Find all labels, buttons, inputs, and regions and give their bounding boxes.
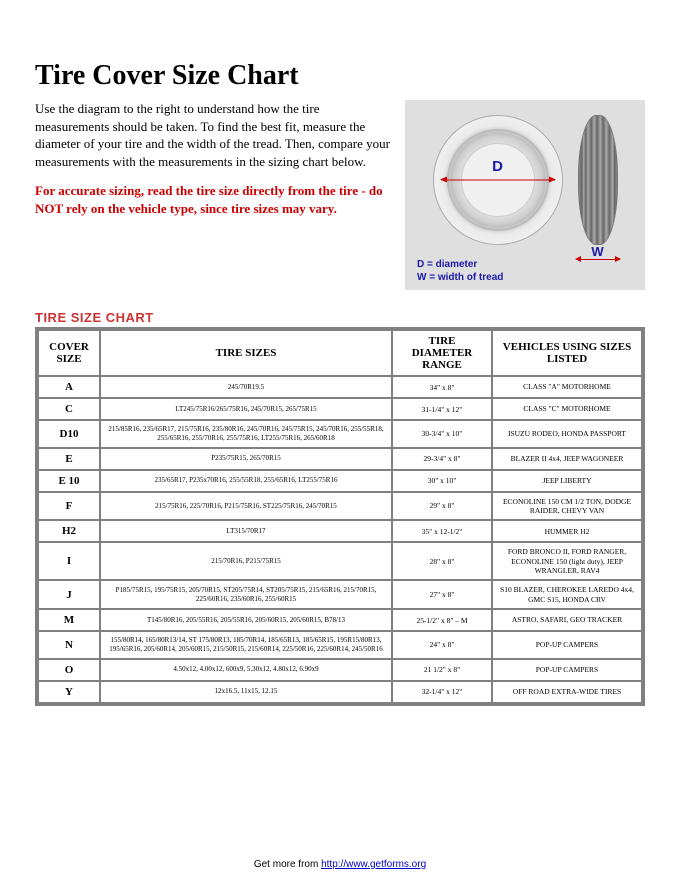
cell-cover-size: F [38,492,100,521]
table-row: F215/75R16, 225/70R16, P215/75R16, ST225… [38,492,642,521]
tire-diagram: D W D = diameter W = width of tread [405,100,645,290]
cell-vehicles: CLASS "C" MOTORHOME [492,398,642,420]
cell-tire-sizes: P185/75R15, 195/75R15, 205/70R15, ST205/… [100,580,392,609]
cell-diameter-range: 21 1/2" x 8" [392,659,492,681]
cell-tire-sizes: P235/75R15, 265/70R15 [100,448,392,470]
table-row: MT145/80R16, 205/55R16, 205/55R16, 205/6… [38,609,642,631]
footer-prefix: Get more from [254,859,321,870]
cell-diameter-range: 29-3/4" x 8" [392,448,492,470]
col-vehicles: VEHICLES USING SIZES LISTED [492,330,642,376]
table-row: H2LT315/70R1735" x 12-1/2"HUMMER H2 [38,520,642,542]
cell-diameter-range: 27" x 8" [392,580,492,609]
col-cover-size: COVER SIZE [38,330,100,376]
page-title: Tire Cover Size Chart [35,60,645,92]
cell-cover-size: M [38,609,100,631]
cell-diameter-range: 35" x 12-1/2" [392,520,492,542]
cell-vehicles: CLASS "A" MOTORHOME [492,376,642,398]
tire-face-icon: D [433,115,563,245]
cell-tire-sizes: 215/75R16, 225/70R16, P215/75R16, ST225/… [100,492,392,521]
cell-vehicles: BLAZER II 4x4, JEEP WAGONEER [492,448,642,470]
intro-text-column: Use the diagram to the right to understa… [35,100,390,290]
table-row: EP235/75R15, 265/70R1529-3/4" x 8"BLAZER… [38,448,642,470]
cell-cover-size: O [38,659,100,681]
cell-tire-sizes: 235/65R17, P235x70R16, 255/55R18, 255/65… [100,470,392,492]
cell-vehicles: FORD BRONCO II, FORD RANGER, ECONOLINE 1… [492,542,642,580]
cell-cover-size: A [38,376,100,398]
cell-cover-size: E [38,448,100,470]
cell-tire-sizes: T145/80R16, 205/55R16, 205/55R16, 205/60… [100,609,392,631]
table-row: N155/80R14, 165/80R13/14, ST 175/80R13, … [38,631,642,659]
cell-vehicles: S10 BLAZER, CHEROKEE LAREDO 4x4, GMC S15… [492,580,642,609]
cell-vehicles: OFF ROAD EXTRA-WIDE TIRES [492,681,642,703]
legend-diameter: D = diameter [417,259,503,272]
diameter-label: D [492,158,503,175]
cell-tire-sizes: LT315/70R17 [100,520,392,542]
cell-diameter-range: 28" x 8" [392,542,492,580]
legend-width: W = width of tread [417,272,503,285]
cell-tire-sizes: 215/85R16, 235/65R17, 215/75R16, 235/80R… [100,420,392,448]
table-row: D10215/85R16, 235/65R17, 215/75R16, 235/… [38,420,642,448]
cell-vehicles: POP-UP CAMPERS [492,631,642,659]
cell-vehicles: POP-UP CAMPERS [492,659,642,681]
cell-diameter-range: 31-1/4" x 12" [392,398,492,420]
chart-heading: TIRE SIZE CHART [35,310,645,325]
cell-tire-sizes: 215/70R16, P215/75R15 [100,542,392,580]
footer: Get more from http://www.getforms.org [0,859,680,870]
diameter-arrow-icon [441,180,555,181]
table-row: E 10235/65R17, P235x70R16, 255/55R18, 25… [38,470,642,492]
table-row: A245/70R19.534" x 8"CLASS "A" MOTORHOME [38,376,642,398]
cell-diameter-range: 24" x 8" [392,631,492,659]
cell-diameter-range: 29" x 8" [392,492,492,521]
col-diameter-range: TIRE DIAMETER RANGE [392,330,492,376]
cell-vehicles: ISUZU RODEO, HONDA PASSPORT [492,420,642,448]
cell-diameter-range: 32-1/4" x 12" [392,681,492,703]
cell-cover-size: J [38,580,100,609]
cell-diameter-range: 30" x 10" [392,470,492,492]
diagram-content: D W [415,110,635,250]
diagram-legend: D = diameter W = width of tread [417,259,503,284]
cell-diameter-range: 30-3/4" x 10" [392,420,492,448]
table-row: I215/70R16, P215/75R1528" x 8"FORD BRONC… [38,542,642,580]
cell-cover-size: E 10 [38,470,100,492]
width-label: W [591,244,603,259]
cell-tire-sizes: 4.50x12, 4.00x12, 600x9, 5.30x12, 4.80x1… [100,659,392,681]
cell-cover-size: D10 [38,420,100,448]
intro-row: Use the diagram to the right to understa… [35,100,645,290]
cell-cover-size: H2 [38,520,100,542]
table-header-row: COVER SIZE TIRE SIZES TIRE DIAMETER RANG… [38,330,642,376]
cell-diameter-range: 34" x 8" [392,376,492,398]
width-arrow-icon [576,259,620,260]
tire-tread-icon: W [578,115,618,245]
cell-cover-size: Y [38,681,100,703]
cell-cover-size: I [38,542,100,580]
cell-vehicles: JEEP LIBERTY [492,470,642,492]
cell-diameter-range: 25-1/2" x 8" – M [392,609,492,631]
intro-paragraph: Use the diagram to the right to understa… [35,100,390,170]
col-tire-sizes: TIRE SIZES [100,330,392,376]
cell-cover-size: N [38,631,100,659]
cell-tire-sizes: LT245/75R16/265/75R16, 245/70R15, 265/75… [100,398,392,420]
cell-tire-sizes: 12x16.5, 11x15, 12.15 [100,681,392,703]
cell-vehicles: HUMMER H2 [492,520,642,542]
footer-link[interactable]: http://www.getforms.org [321,859,426,870]
cell-cover-size: C [38,398,100,420]
cell-vehicles: ECONOLINE 150 CM 1/2 TON, DODGE RAIDER, … [492,492,642,521]
cell-tire-sizes: 155/80R14, 165/80R13/14, ST 175/80R13, 1… [100,631,392,659]
table-row: O4.50x12, 4.00x12, 600x9, 5.30x12, 4.80x… [38,659,642,681]
size-chart-table: COVER SIZE TIRE SIZES TIRE DIAMETER RANG… [35,327,645,706]
cell-tire-sizes: 245/70R19.5 [100,376,392,398]
cell-vehicles: ASTRO, SAFARI, GEO TRACKER [492,609,642,631]
table-row: CLT245/75R16/265/75R16, 245/70R15, 265/7… [38,398,642,420]
table-row: JP185/75R15, 195/75R15, 205/70R15, ST205… [38,580,642,609]
warning-paragraph: For accurate sizing, read the tire size … [35,182,390,217]
table-row: Y12x16.5, 11x15, 12.1532-1/4" x 12"OFF R… [38,681,642,703]
